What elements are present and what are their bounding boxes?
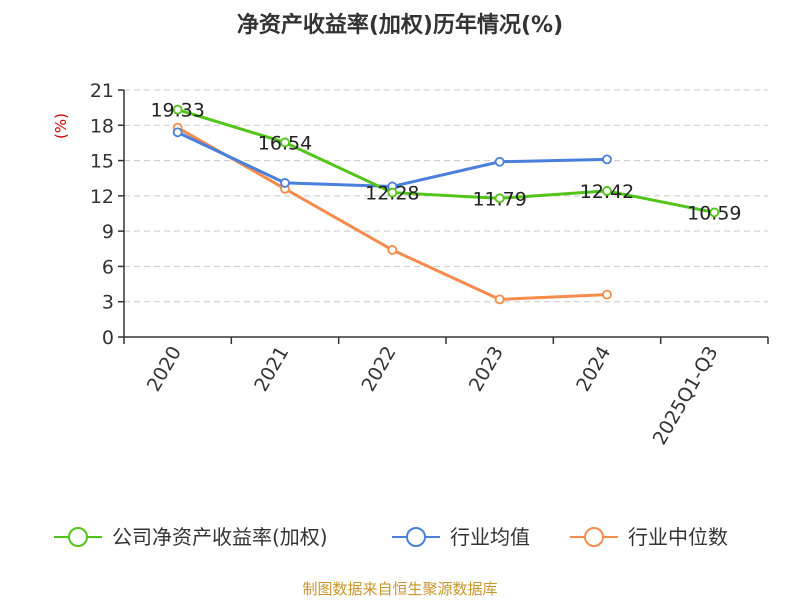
data-label: 11.79 (472, 188, 526, 210)
series-1-point (494, 156, 505, 167)
data-labels: 19.33 16.54 12.28 11.79 12.42 10.59 (150, 100, 741, 225)
data-label: 12.42 (580, 181, 634, 203)
y-tick-label: 9 (102, 221, 114, 243)
series-0-point (602, 186, 612, 196)
legend-label-2: 行业中位数 (628, 525, 728, 549)
x-tick-label: 2023 (465, 343, 508, 396)
series-0-point (387, 187, 398, 198)
data-label: 16.54 (258, 132, 312, 154)
legend: 公司净资产收益率(加权) 行业均值 行业中位数 (54, 525, 728, 549)
legend-marker-1 (406, 527, 426, 547)
series-1-point (280, 178, 290, 188)
x-tick-label: 2021 (250, 343, 293, 396)
legend-marker-2 (584, 527, 604, 547)
series-lines (172, 104, 720, 305)
y-axis-label: (%) (52, 113, 70, 139)
series-line-2 (176, 126, 608, 301)
y-tick-label: 3 (102, 292, 114, 314)
series-1-point (602, 154, 612, 165)
series-2-point (494, 294, 505, 305)
y-tick-label: 21 (90, 80, 114, 102)
data-label: 19.33 (150, 100, 204, 122)
chart-title: 净资产收益率(加权)历年情况(%) (237, 12, 563, 38)
series-0-point (709, 207, 720, 218)
series-0-point (494, 193, 505, 204)
series-2-point (602, 289, 612, 300)
series-2-point (387, 245, 398, 255)
x-tick-label: 2020 (143, 343, 186, 396)
x-tick-label: 2025Q1-Q3 (649, 343, 723, 449)
legend-label-1: 行业均值 (450, 525, 530, 549)
y-tick-label: 18 (90, 115, 114, 137)
data-label: 12.28 (365, 183, 419, 205)
legend-marker-0 (68, 527, 88, 547)
data-label: 10.59 (687, 202, 741, 224)
x-tick-label: 2024 (572, 343, 615, 396)
series-1-point (172, 127, 183, 138)
data-source-note: 制图数据来自恒生聚源数据库 (302, 580, 497, 598)
series-line-0 (177, 108, 715, 214)
y-tick-label: 15 (90, 151, 114, 173)
series-0-point (172, 104, 183, 115)
y-tick-label: 6 (102, 256, 114, 278)
x-tick-label: 2022 (357, 343, 400, 396)
series-0-point (280, 137, 290, 148)
y-tick-label: 0 (102, 327, 114, 349)
legend-label-0: 公司净资产收益率(加权) (112, 525, 328, 549)
series-line-1 (177, 130, 608, 188)
y-tick-label: 12 (90, 186, 114, 208)
